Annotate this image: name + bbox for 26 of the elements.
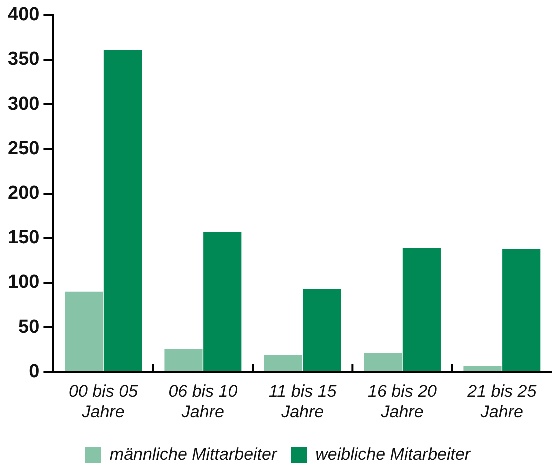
y-tick-label: 150 bbox=[8, 228, 40, 249]
x-tick-label: 16 bis 20 Jahre bbox=[368, 382, 438, 422]
bar bbox=[464, 366, 502, 372]
bar bbox=[204, 232, 242, 372]
x-tick-label: 06 bis 10 Jahre bbox=[168, 382, 238, 422]
y-tick-label: 0 bbox=[29, 361, 40, 382]
y-tick-label: 250 bbox=[8, 138, 40, 160]
x-tick-label: 21 bis 25 Jahre bbox=[466, 382, 538, 422]
bar bbox=[402, 248, 441, 372]
x-tick-label: 00 bis 05 Jahre bbox=[69, 382, 139, 422]
y-tick-label: 350 bbox=[8, 49, 40, 70]
legend-label: männliche Mittarbeiter bbox=[110, 445, 278, 464]
bar bbox=[65, 292, 104, 372]
x-tick-label: 11 bis 15 Jahre bbox=[268, 382, 338, 422]
bar bbox=[364, 353, 402, 372]
bar bbox=[264, 355, 302, 372]
y-tick-label: 100 bbox=[8, 272, 40, 294]
bar bbox=[502, 249, 541, 372]
y-tick-label: 200 bbox=[8, 183, 40, 204]
bar bbox=[104, 50, 142, 372]
bar bbox=[164, 349, 203, 372]
legend-label: weibliche Mitarbeiter bbox=[316, 445, 472, 464]
y-tick-label: 300 bbox=[8, 94, 40, 115]
bar bbox=[303, 289, 342, 372]
y-tick-label: 400 bbox=[8, 4, 40, 26]
y-tick-label: 50 bbox=[18, 316, 40, 338]
